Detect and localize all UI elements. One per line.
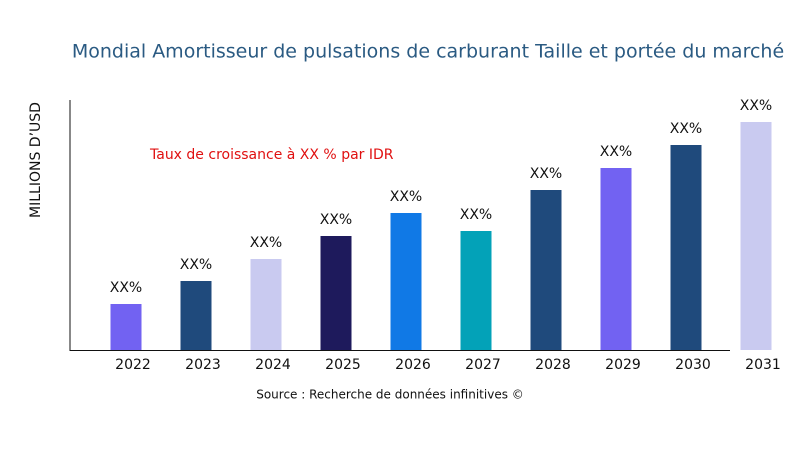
- chart-title: Mondial Amortisseur de pulsations de car…: [72, 41, 784, 63]
- value-label: XX%: [530, 166, 562, 182]
- value-label: XX%: [250, 235, 282, 251]
- bar: [600, 168, 632, 350]
- x-tick-label: 2031: [745, 357, 781, 373]
- value-label: XX%: [460, 207, 492, 223]
- value-label: XX%: [320, 212, 352, 228]
- x-tick-label: 2022: [115, 357, 151, 373]
- source: Source : Recherche de données infinitive…: [256, 388, 524, 402]
- bar: [110, 304, 142, 350]
- value-label: XX%: [180, 257, 212, 273]
- bar: [180, 281, 212, 350]
- bar: [250, 259, 282, 350]
- bar: [670, 145, 702, 350]
- annotation: Taux de croissance à XX % par IDR: [149, 147, 394, 163]
- bar: [320, 236, 352, 350]
- x-tick-label: 2024: [255, 357, 291, 373]
- bar: [740, 122, 772, 350]
- x-tick-label: 2023: [185, 357, 221, 373]
- x-tick-label: 2027: [465, 357, 501, 373]
- x-tick-label: 2025: [325, 357, 361, 373]
- bar: [390, 213, 422, 350]
- x-tick-label: 2028: [535, 357, 571, 373]
- y-axis-label: MILLIONS D’USD: [28, 102, 44, 218]
- bar: [460, 231, 492, 350]
- bar: [530, 190, 562, 350]
- value-label: XX%: [670, 121, 702, 137]
- x-tick-label: 2026: [395, 357, 431, 373]
- value-label: XX%: [600, 144, 632, 160]
- value-label: XX%: [740, 98, 772, 114]
- x-tick-label: 2029: [605, 357, 641, 373]
- value-label: XX%: [110, 280, 142, 296]
- value-label: XX%: [390, 189, 422, 205]
- x-tick-label: 2030: [675, 357, 711, 373]
